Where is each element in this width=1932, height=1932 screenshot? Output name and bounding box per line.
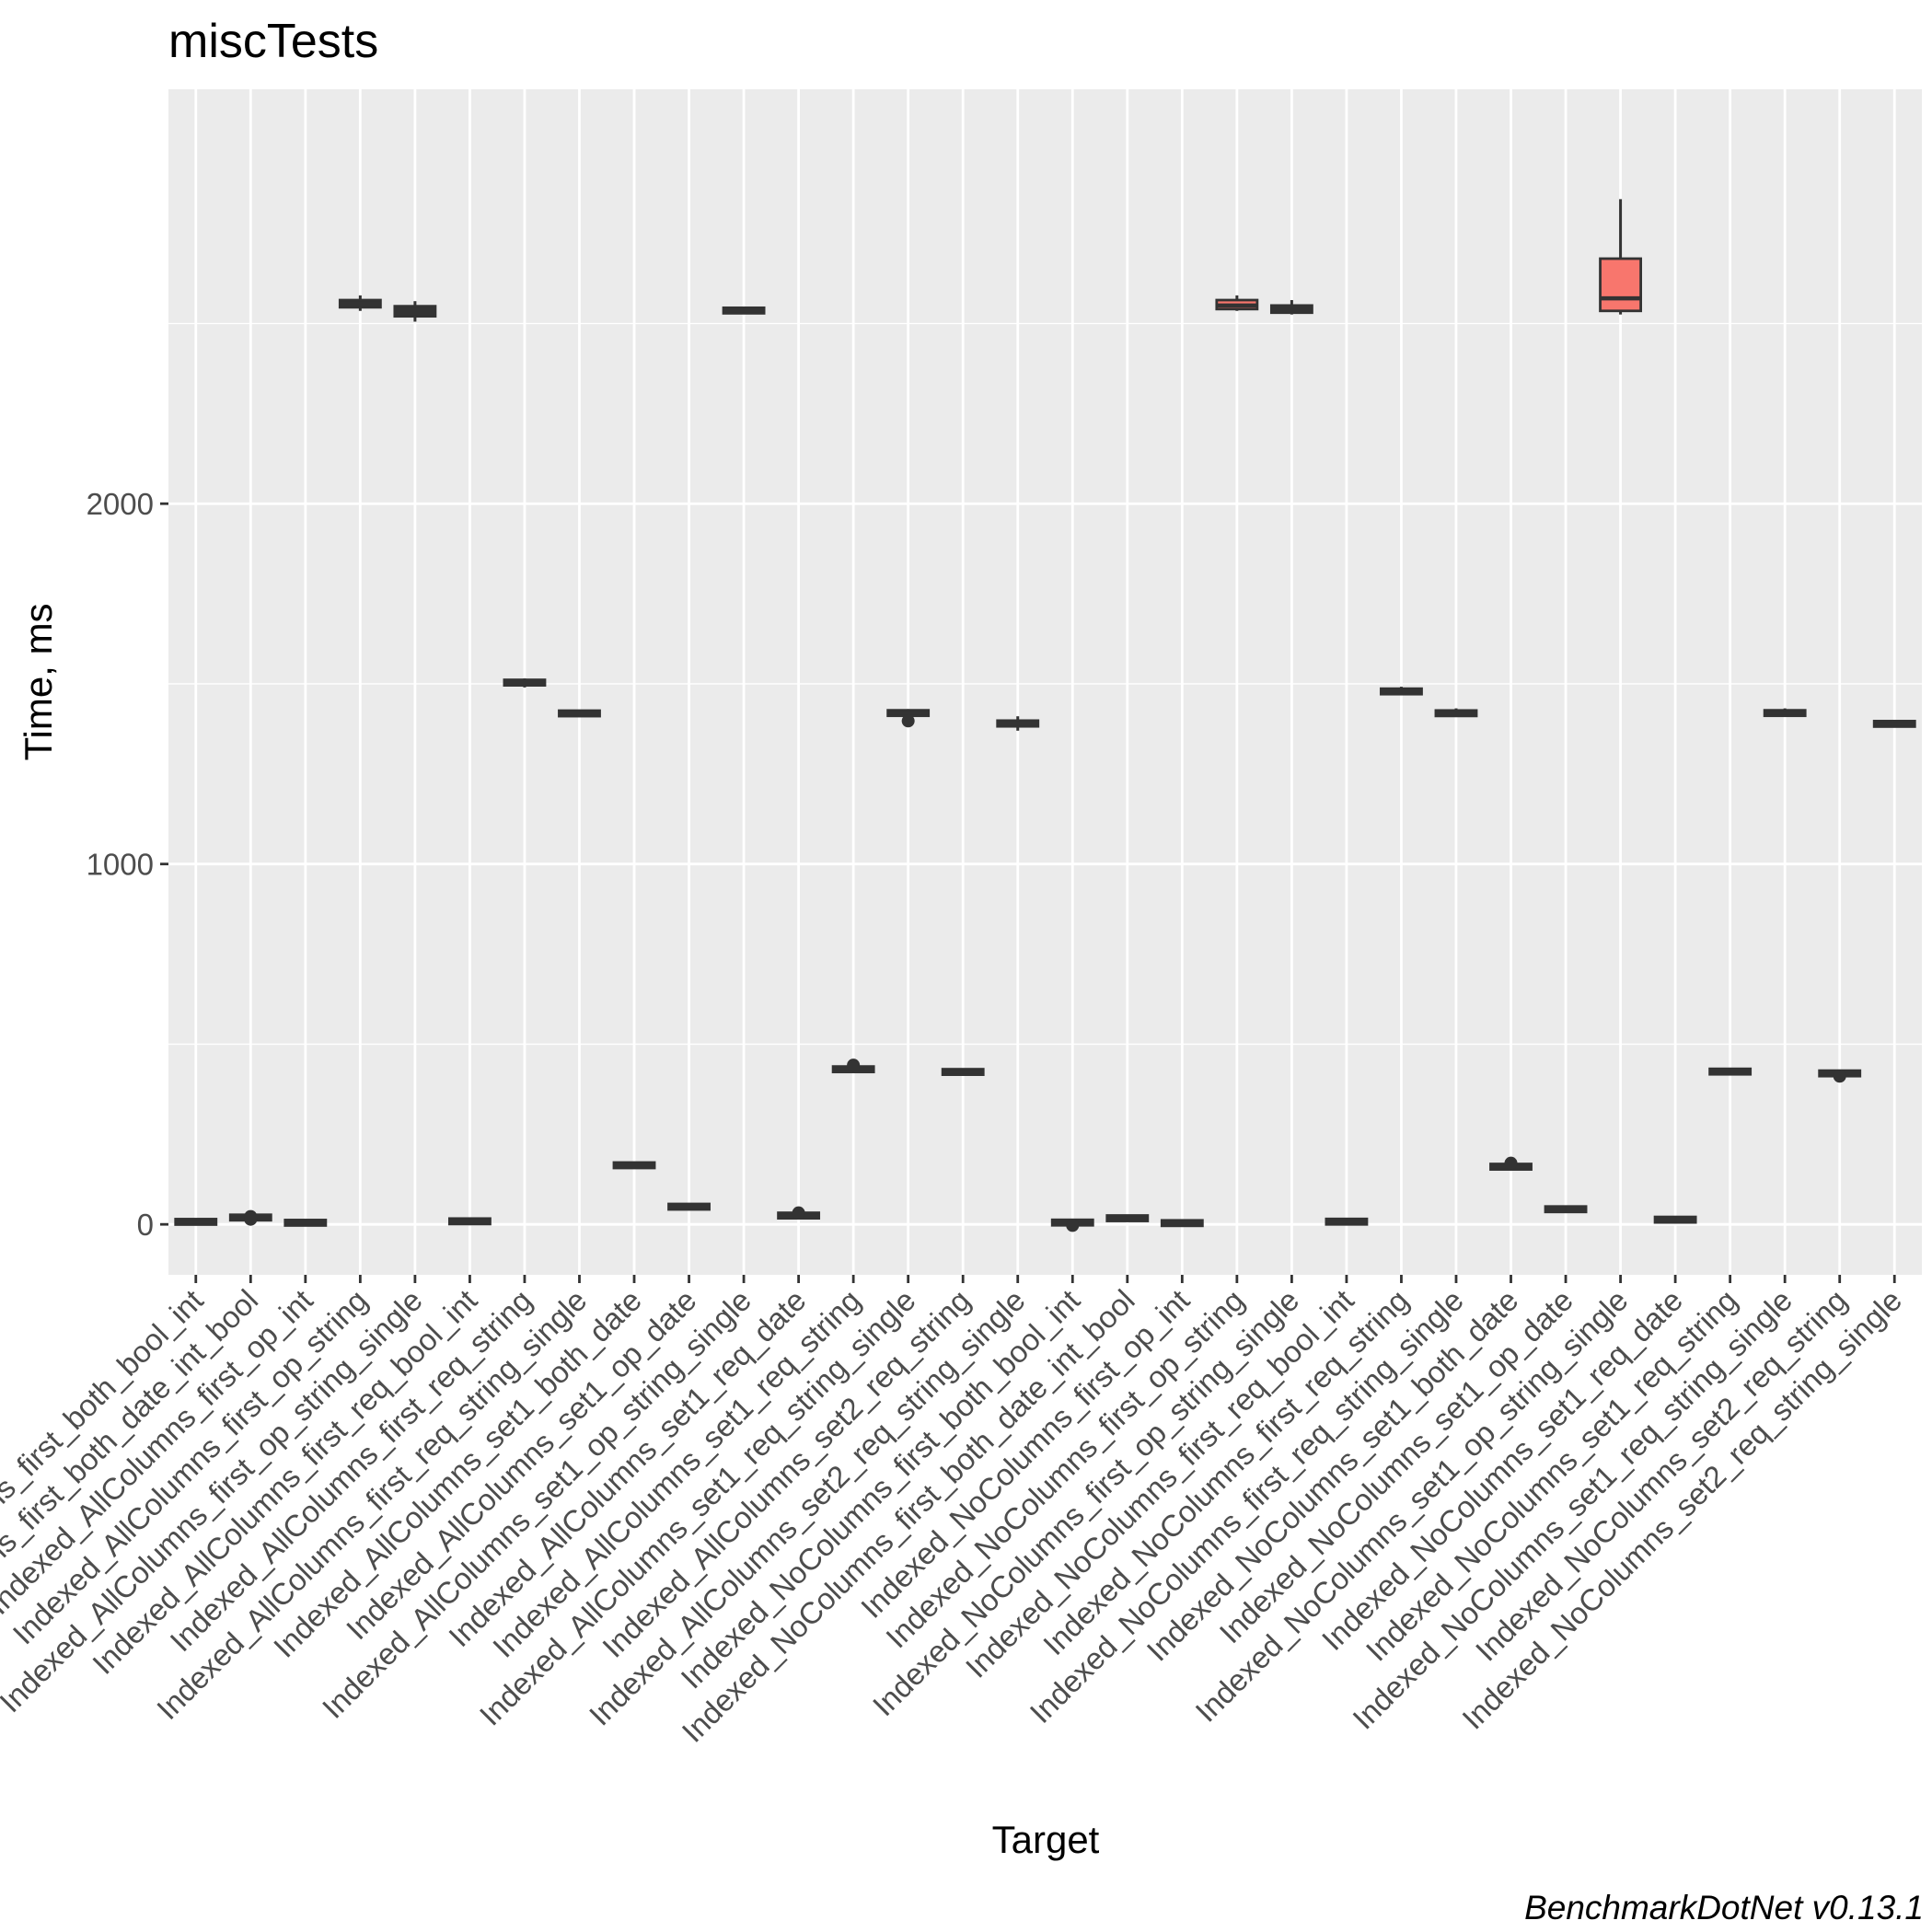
box-Indexed_NoColumns_set1_both_date <box>1489 1156 1533 1171</box>
box-Indexed_NoColumns_first_req_string_single <box>1434 708 1478 718</box>
box-Indexed_AllColumns_set1_req_date <box>777 1206 821 1220</box>
x-axis-title: Target <box>992 1818 1100 1861</box>
chart-title: miscTests <box>168 15 378 68</box>
box-Indexed_NoColumns_set1_req_string <box>1708 1067 1753 1076</box>
box-series <box>174 199 1916 1232</box>
y-tick-label: 2000 <box>87 487 154 521</box>
outlier-point <box>901 714 915 728</box>
plot-panel <box>168 89 1922 1275</box>
box-Indexed_AllColumns_first_op_int <box>283 1219 328 1227</box>
box-Indexed_NoColumns_first_req_string <box>1380 687 1423 696</box>
box-body <box>1599 257 1643 313</box>
box-Indexed_AllColumns_set1_req_string <box>831 1059 875 1074</box>
box-Indexed_NoColumns_set1_req_date <box>1653 1215 1697 1224</box>
box-Indexed_NoColumns_set2_req_string <box>1818 1069 1862 1083</box>
box-Indexed_AllColumns_first_req_bool_int <box>447 1217 492 1226</box>
box-Indexed_NoColumns_set1_req_string_single <box>1763 708 1807 718</box>
box-Indexed_AllColumns_set1_both_date <box>612 1161 656 1170</box>
box-Indexed_AllColumns_first_req_string_single <box>558 709 601 718</box>
y-axis-title: Time, ms <box>17 603 60 760</box>
outlier-point <box>792 1206 805 1220</box>
box-Indexed_AllColumns_set2_req_string_single <box>996 716 1040 731</box>
box-Indexed_NoColumns_set1_op_string_single <box>1599 199 1643 315</box>
outlier-point <box>847 1059 861 1072</box>
outlier-point <box>1833 1070 1846 1083</box>
x-axis: Indexed_AllColumns_first_both_bool_intIn… <box>0 1275 1908 1749</box>
chart-caption: BenchmarkDotNet v0.13.1 <box>1524 1889 1924 1926</box>
box-Indexed_AllColumns_set1_op_date <box>667 1202 711 1211</box>
box-Indexed_NoColumns_first_op_int <box>1160 1219 1204 1228</box>
box-Indexed_NoColumns_set1_op_date <box>1544 1205 1588 1214</box>
y-tick-label: 0 <box>137 1208 154 1242</box>
box-Indexed_NoColumns_first_both_bool_int <box>1050 1218 1094 1232</box>
outlier-point <box>244 1209 258 1223</box>
box-Indexed_AllColumns_set2_req_string <box>941 1068 985 1076</box>
box-Indexed_AllColumns_first_both_date_int_bool <box>228 1209 272 1226</box>
box-Indexed_AllColumns_first_req_string <box>503 678 547 688</box>
outlier-point <box>1504 1156 1518 1170</box>
box-Indexed_AllColumns_first_both_bool_int <box>174 1218 218 1226</box>
y-axis: 0 1000 2000 <box>87 487 168 1242</box>
y-tick-label: 1000 <box>87 848 154 882</box>
box-Indexed_NoColumns_first_op_string <box>1215 295 1259 311</box>
box-Indexed_AllColumns_first_op_string_single <box>393 301 437 322</box>
box-Indexed_NoColumns_set2_req_string_single <box>1872 720 1916 728</box>
box-Indexed_AllColumns_set1_op_string_single <box>722 306 766 315</box>
box-Indexed_NoColumns_first_op_string_single <box>1269 300 1313 315</box>
outlier-point <box>1066 1219 1080 1232</box>
box-Indexed_NoColumns_first_req_bool_int <box>1325 1217 1369 1226</box>
minor-gridlines <box>168 322 1922 1046</box>
box-Indexed_AllColumns_first_op_string <box>338 295 382 311</box>
box-Indexed_NoColumns_first_both_date_int_bool <box>1105 1214 1150 1222</box>
box-Indexed_AllColumns_set1_req_string_single <box>886 709 931 728</box>
